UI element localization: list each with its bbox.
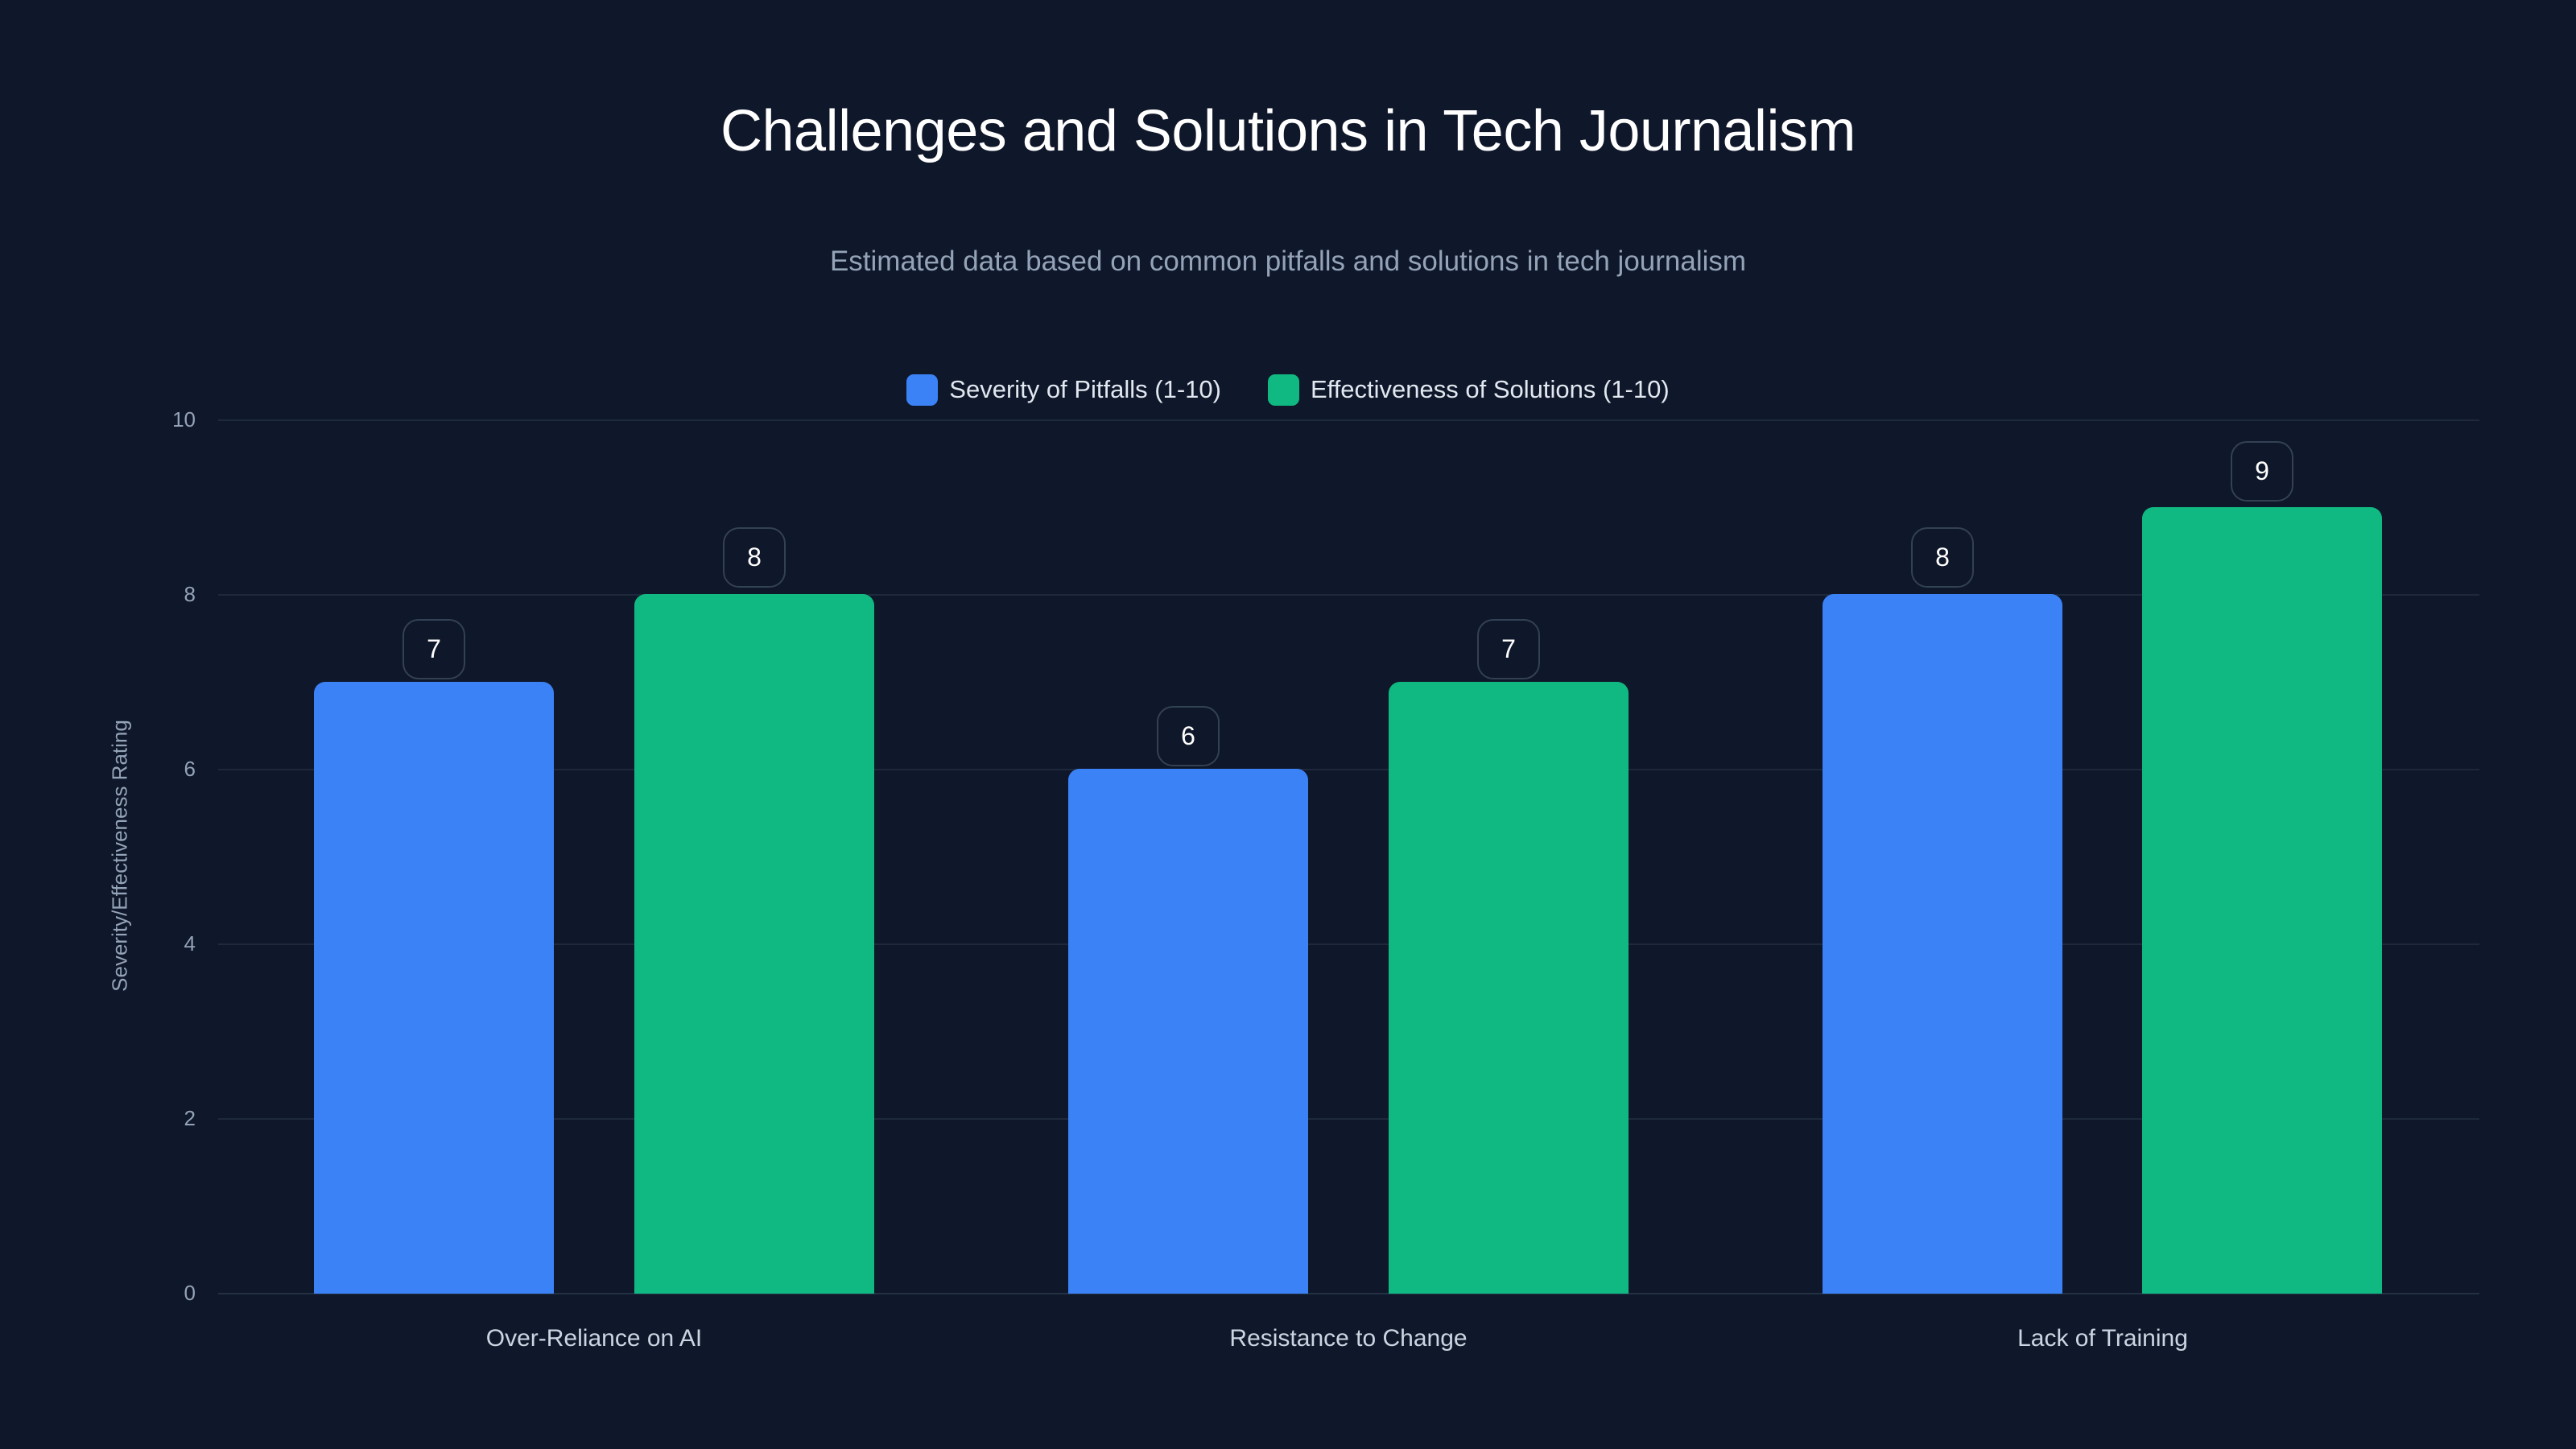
y-tick-6: 6 [184,757,196,781]
legend-item-severity[interactable]: Severity of Pitfalls (1-10) [906,372,1221,407]
legend: Severity of Pitfalls (1-10) Effectivenes… [0,372,2576,407]
bar-effectiveness-resistance-to-change[interactable] [1389,682,1629,1294]
y-tick-0: 0 [184,1281,196,1305]
plot-area: 10 8 6 4 2 0 7 8 6 7 8 9 [172,407,2479,1305]
x-tick-over-reliance-on-ai: Over-Reliance on AI [485,1325,703,1352]
legend-label: Effectiveness of Solutions (1-10) [1310,375,1670,403]
chart-title: Challenges and Solutions in Tech Journal… [720,99,1856,163]
gridline-8 [218,594,2479,596]
gridline-6 [218,769,2479,770]
severity-swatch-icon [906,374,939,406]
bar-severity-resistance-to-change[interactable] [1068,769,1308,1294]
bar-effectiveness-over-reliance-on-ai[interactable] [634,594,874,1294]
value-label: 7 [1477,619,1540,679]
bar-effectiveness-lack-of-training[interactable] [2142,507,2382,1294]
effectiveness-swatch-icon [1267,374,1299,406]
x-axis-baseline [218,1293,2479,1294]
value-label: 6 [1157,706,1220,766]
bar-severity-lack-of-training[interactable] [1823,594,2062,1294]
legend-item-effectiveness[interactable]: Effectiveness of Solutions (1-10) [1267,372,1670,407]
x-tick-lack-of-training: Lack of Training [2017,1325,2188,1352]
y-tick-4: 4 [184,931,196,956]
gridline-4 [218,943,2479,945]
chart-subtitle: Estimated data based on common pitfalls … [829,246,1747,277]
x-tick-resistance-to-change: Resistance to Change [1229,1325,1468,1352]
y-tick-2: 2 [184,1106,196,1130]
value-label: 8 [723,527,786,588]
value-label: 9 [2231,441,2293,502]
bar-severity-over-reliance-on-ai[interactable] [314,682,554,1294]
legend-label: Severity of Pitfalls (1-10) [949,375,1221,403]
value-label: 8 [1911,527,1974,588]
value-label: 7 [402,619,465,679]
gridline-10 [218,419,2479,421]
y-tick-8: 8 [184,582,196,606]
y-axis-label: Severity/Effectiveness Rating [107,720,132,992]
gridline-2 [218,1118,2479,1120]
y-tick-10: 10 [172,407,196,431]
